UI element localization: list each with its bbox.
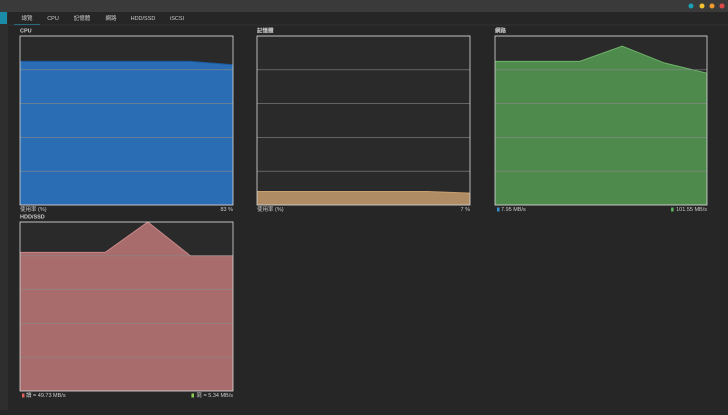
sidebar [0,12,8,410]
maximize-button[interactable] [709,3,715,9]
close-button[interactable] [719,3,725,9]
panel-title: HDD/SSD [20,214,45,220]
footer-left: 使用率 (%) [20,205,47,213]
tab[interactable]: 總覽 [21,14,33,22]
tab[interactable]: CPU [47,16,59,22]
panel-title: CPU [20,28,32,34]
chart-border [19,221,234,392]
chart-area [257,36,470,205]
footer-right: 7 % [461,207,471,213]
area-line [20,60,234,66]
minimize-button[interactable] [699,3,705,9]
area-line [495,45,708,74]
chart-border [256,35,471,206]
area [495,46,707,205]
chart-border [19,35,234,206]
tab[interactable]: 網路 [105,14,117,22]
footer-icon [497,207,500,212]
footer-left: 讀 = 49.73 MB/s [26,391,66,399]
area-line [257,190,471,194]
footer-right: 83 % [220,207,233,213]
tab[interactable]: iSCSI [170,16,185,22]
area [20,61,233,205]
chart-border [494,35,708,206]
footer-icon [191,393,194,398]
footer-icon [22,393,25,398]
footer-left: 7.95 MB/s [501,207,526,213]
help-button[interactable] [688,3,694,9]
panel-title: 記憶體 [257,26,274,34]
footer-right: 101.55 MB/s [676,207,707,213]
title-bar [0,0,728,12]
footer-icon [671,207,674,212]
tab[interactable]: 記憶體 [74,14,91,22]
footer-right: 寫 = 5.34 MB/s [196,391,233,399]
footer-left: 使用率 (%) [257,205,284,213]
tab[interactable]: HDD/SSD [131,16,156,22]
area [257,191,470,205]
sidebar-active[interactable] [0,12,7,24]
panel-title: 網路 [495,26,507,34]
area [20,222,233,391]
